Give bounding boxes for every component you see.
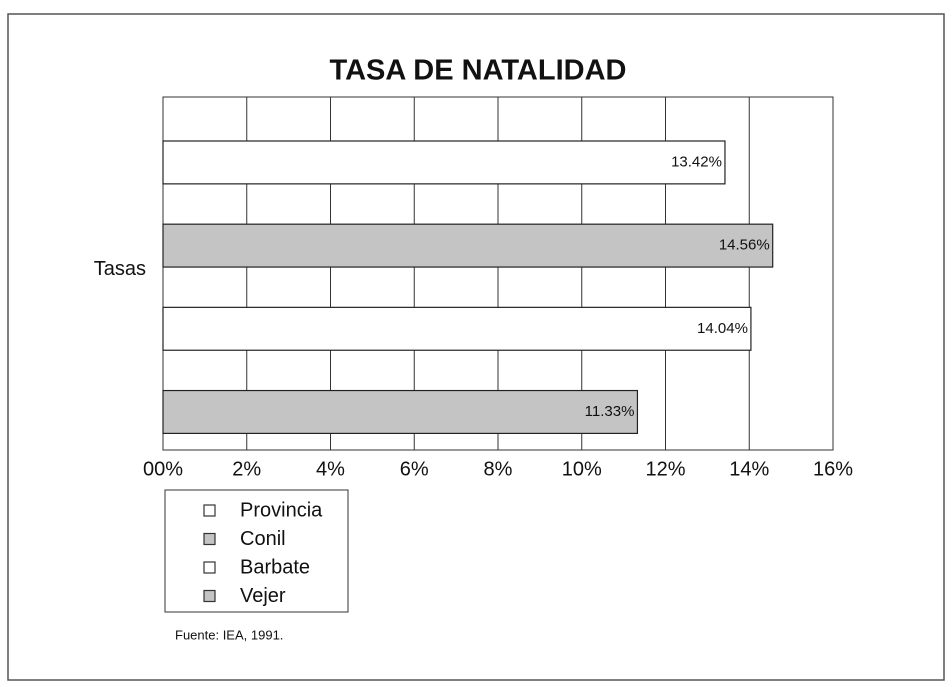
legend-swatch [203,504,216,517]
value-label: 11.33% [585,403,635,420]
x-tick-label: 12% [645,458,685,480]
value-label: 13.42% [671,153,722,170]
legend-label: Vejer [240,585,286,607]
bar [162,389,639,435]
value-label: 14.04% [697,320,748,337]
y-tick-label: Tasas [94,258,146,280]
bar [162,306,752,351]
x-tick-label: 8% [484,458,513,480]
x-tick-label: 00% [143,458,183,480]
x-tick-label: 16% [813,458,853,480]
legend-label: Provincia [240,499,323,521]
legend-box [164,489,349,613]
x-tick-label: 10% [562,458,602,480]
source: Fuente: IEA, 1991. [175,627,283,642]
legend-swatch [203,532,216,546]
legend-label: Conil [240,528,286,550]
x-tick-label: 14% [729,458,769,480]
value-label: 14.56% [719,237,770,254]
x-tick-label: 6% [400,458,429,480]
legend-swatch [203,561,216,574]
legend-swatch [203,589,216,603]
bar [162,140,726,185]
chart-title: TASA DE NATALIDAD [330,55,627,87]
x-tick-label: 4% [316,458,345,480]
bar [162,223,774,268]
x-tick-label: 2% [232,458,261,480]
legend-label: Barbate [240,556,310,578]
